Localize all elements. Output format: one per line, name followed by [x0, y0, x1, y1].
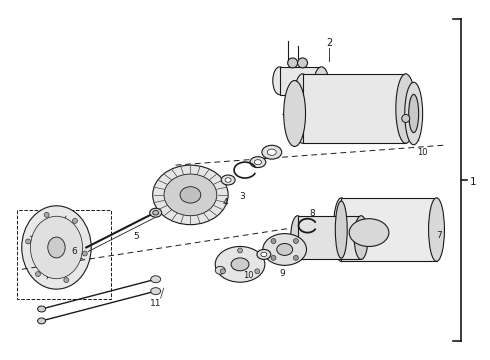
Circle shape	[297, 58, 308, 68]
Ellipse shape	[231, 258, 249, 271]
Ellipse shape	[153, 165, 228, 225]
Ellipse shape	[215, 266, 225, 274]
Ellipse shape	[261, 252, 267, 257]
Ellipse shape	[284, 81, 306, 147]
Ellipse shape	[263, 234, 307, 265]
Circle shape	[25, 239, 30, 244]
Ellipse shape	[291, 216, 305, 260]
Ellipse shape	[429, 198, 444, 261]
Ellipse shape	[262, 145, 282, 159]
Bar	[341, 198, 437, 261]
Ellipse shape	[293, 74, 313, 143]
Ellipse shape	[396, 74, 416, 143]
Circle shape	[238, 248, 243, 253]
Text: 2: 2	[326, 38, 333, 48]
Text: 3: 3	[239, 192, 245, 201]
Circle shape	[294, 239, 298, 243]
Ellipse shape	[225, 178, 231, 182]
Ellipse shape	[215, 247, 265, 282]
Bar	[280, 67, 321, 95]
Ellipse shape	[409, 94, 418, 132]
Ellipse shape	[151, 288, 161, 294]
Circle shape	[271, 255, 276, 260]
Ellipse shape	[405, 82, 422, 145]
Circle shape	[44, 212, 49, 217]
Ellipse shape	[254, 160, 262, 165]
Ellipse shape	[335, 201, 347, 258]
Circle shape	[82, 251, 87, 256]
Text: 4: 4	[222, 198, 228, 207]
Ellipse shape	[22, 206, 91, 289]
Circle shape	[255, 269, 260, 274]
Circle shape	[288, 58, 297, 68]
Ellipse shape	[151, 276, 161, 283]
Ellipse shape	[315, 67, 328, 95]
Ellipse shape	[349, 219, 389, 247]
Text: 5: 5	[133, 231, 139, 240]
Circle shape	[64, 278, 69, 283]
Circle shape	[402, 114, 410, 122]
Bar	[297, 216, 361, 260]
Text: 9: 9	[280, 269, 286, 278]
Ellipse shape	[38, 318, 46, 324]
Ellipse shape	[268, 149, 276, 156]
Text: 7: 7	[437, 231, 442, 240]
Circle shape	[73, 219, 77, 223]
Ellipse shape	[333, 198, 349, 261]
Ellipse shape	[277, 243, 293, 255]
Text: 11: 11	[150, 299, 161, 308]
Text: 1: 1	[470, 177, 477, 187]
Text: 8: 8	[310, 209, 315, 218]
Ellipse shape	[257, 249, 271, 260]
Circle shape	[35, 271, 41, 276]
Ellipse shape	[150, 208, 162, 217]
Text: 10: 10	[416, 148, 427, 157]
Ellipse shape	[48, 237, 65, 258]
Circle shape	[294, 255, 298, 260]
Ellipse shape	[30, 216, 82, 279]
Ellipse shape	[273, 67, 287, 95]
Ellipse shape	[38, 306, 46, 312]
Text: 10: 10	[243, 271, 253, 280]
Circle shape	[271, 239, 276, 243]
Ellipse shape	[221, 175, 235, 185]
Ellipse shape	[250, 157, 266, 168]
Ellipse shape	[354, 216, 368, 260]
Circle shape	[220, 269, 225, 274]
Text: 6: 6	[72, 247, 77, 256]
Ellipse shape	[164, 174, 217, 216]
Ellipse shape	[180, 187, 201, 203]
Bar	[302, 74, 406, 143]
Ellipse shape	[153, 211, 159, 215]
